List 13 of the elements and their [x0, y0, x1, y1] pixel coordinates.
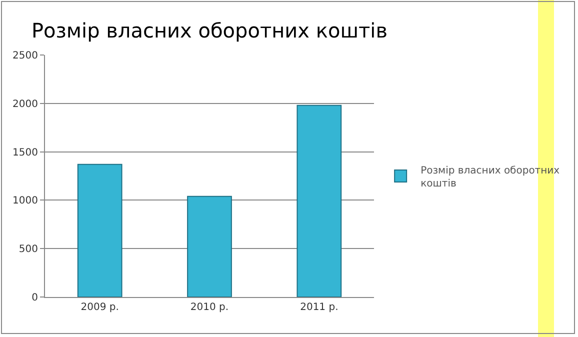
y-tick-label: 1000 [12, 196, 38, 207]
y-tick-label: 2000 [12, 98, 38, 110]
x-tick-label: 2009 р. [80, 302, 119, 313]
bar [296, 104, 342, 297]
y-tick-label: 2500 [12, 50, 38, 62]
chart-title: Розмір власних оборотних коштів [32, 18, 388, 43]
y-tick-label: 0 [32, 292, 38, 304]
y-tick-label: 1500 [12, 147, 38, 158]
bar [77, 164, 122, 297]
x-tick-label: 2010 р. [190, 302, 229, 313]
x-tick-label: 2011 р. [300, 302, 338, 313]
bar [187, 196, 232, 297]
y-tick-label: 500 [18, 244, 38, 256]
